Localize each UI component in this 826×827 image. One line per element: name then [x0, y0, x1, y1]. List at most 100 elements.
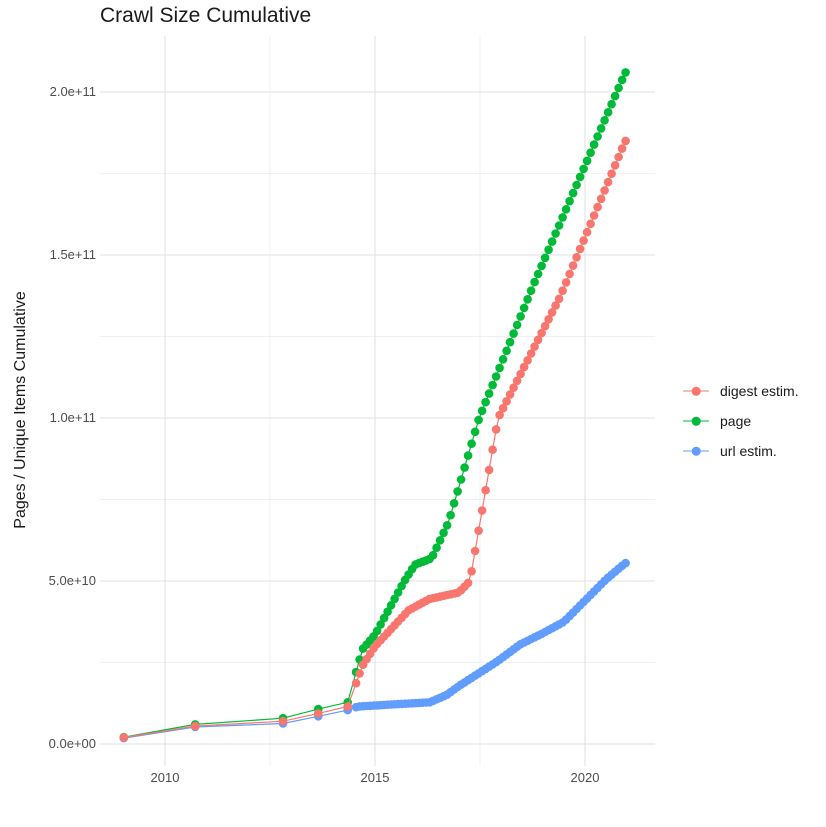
- data-point: [509, 383, 518, 393]
- data-point: [530, 342, 539, 351]
- data-point: [554, 221, 564, 230]
- data-point: [505, 390, 515, 399]
- data-point: [343, 702, 353, 711]
- data-point: [617, 144, 627, 153]
- data-point: [544, 245, 553, 254]
- data-point: [351, 678, 361, 688]
- data-point: [379, 613, 389, 623]
- data-point: [614, 152, 623, 162]
- data-point: [456, 475, 466, 484]
- data-point: [498, 403, 508, 413]
- legend-label: url estim.: [720, 443, 777, 459]
- data-point: [603, 177, 613, 187]
- data-point: [526, 349, 536, 358]
- data-point: [572, 180, 581, 190]
- data-point: [530, 277, 539, 287]
- data-point: [467, 439, 476, 449]
- legend-key-icon: [683, 386, 709, 396]
- data-point: [558, 286, 567, 296]
- data-point: [314, 709, 323, 718]
- legend-item-url-estim-: url estim.: [683, 436, 799, 466]
- data-point: [575, 244, 585, 254]
- x-tick-label: 2020: [570, 770, 600, 785]
- data-point: [428, 550, 438, 560]
- y-tick-label: 5.0e+10: [48, 573, 96, 588]
- data-point: [449, 499, 459, 508]
- data-point: [488, 380, 497, 390]
- data-point: [547, 308, 557, 317]
- data-point: [484, 389, 494, 398]
- data-point: [544, 315, 553, 324]
- data-point: [502, 346, 511, 356]
- data-point: [516, 369, 525, 379]
- data-point: [481, 397, 490, 407]
- data-point: [547, 237, 557, 246]
- data-point: [582, 156, 592, 166]
- data-point: [432, 543, 441, 552]
- data-point: [435, 536, 445, 545]
- data-point: [488, 445, 497, 455]
- data-point: [607, 169, 616, 178]
- chart-title: Crawl Size Cumulative: [100, 4, 312, 27]
- data-point: [474, 526, 483, 535]
- data-point: [439, 528, 448, 538]
- data-point: [551, 229, 560, 238]
- data-point: [621, 68, 630, 77]
- data-point: [463, 578, 473, 588]
- data-point: [383, 607, 392, 616]
- data-point: [498, 355, 508, 364]
- data-point: [474, 415, 483, 425]
- data-point: [463, 451, 473, 460]
- data-point: [561, 205, 571, 214]
- data-point: [512, 376, 522, 386]
- data-point: [533, 269, 543, 279]
- data-point: [495, 410, 504, 420]
- data-point: [453, 487, 462, 496]
- x-tick-label: 2010: [150, 770, 180, 785]
- data-point: [554, 294, 564, 304]
- data-point: [470, 546, 480, 556]
- data-point: [610, 91, 620, 101]
- y-tick-label: 1.5e+11: [49, 247, 96, 262]
- data-point: [460, 463, 469, 472]
- data-point: [537, 328, 546, 338]
- data-point: [582, 227, 592, 237]
- data-point: [565, 196, 574, 206]
- data-point: [502, 397, 511, 406]
- data-point: [523, 295, 532, 304]
- data-point: [621, 136, 630, 146]
- data-point: [561, 278, 571, 287]
- data-point: [484, 465, 494, 475]
- legend: digest estim. page url estim.: [683, 376, 799, 466]
- data-point: [603, 108, 613, 117]
- data-point: [516, 312, 525, 321]
- data-point: [519, 362, 529, 372]
- data-point: [596, 194, 606, 204]
- data-point: [390, 594, 399, 604]
- data-point: [575, 172, 585, 182]
- data-point: [386, 601, 396, 610]
- data-point: [526, 286, 536, 296]
- data-point: [540, 321, 550, 331]
- data-point: [512, 320, 522, 330]
- data-point: [610, 161, 620, 170]
- data-point: [509, 329, 518, 338]
- data-point: [607, 99, 616, 109]
- data-point: [495, 363, 504, 373]
- data-point: [481, 485, 490, 495]
- data-point: [586, 148, 595, 157]
- data-point: [558, 213, 567, 222]
- data-point: [579, 164, 588, 174]
- data-point: [537, 261, 546, 271]
- legend-label: digest estim.: [720, 383, 799, 399]
- y-tick-label: 2.0e+11: [49, 84, 96, 99]
- legend-item-page: page: [683, 406, 799, 436]
- data-point: [278, 716, 288, 726]
- data-point: [617, 75, 627, 85]
- data-point: [621, 558, 630, 568]
- data-point: [589, 140, 599, 149]
- data-point: [442, 521, 452, 530]
- data-point: [600, 186, 609, 195]
- data-point: [355, 669, 364, 678]
